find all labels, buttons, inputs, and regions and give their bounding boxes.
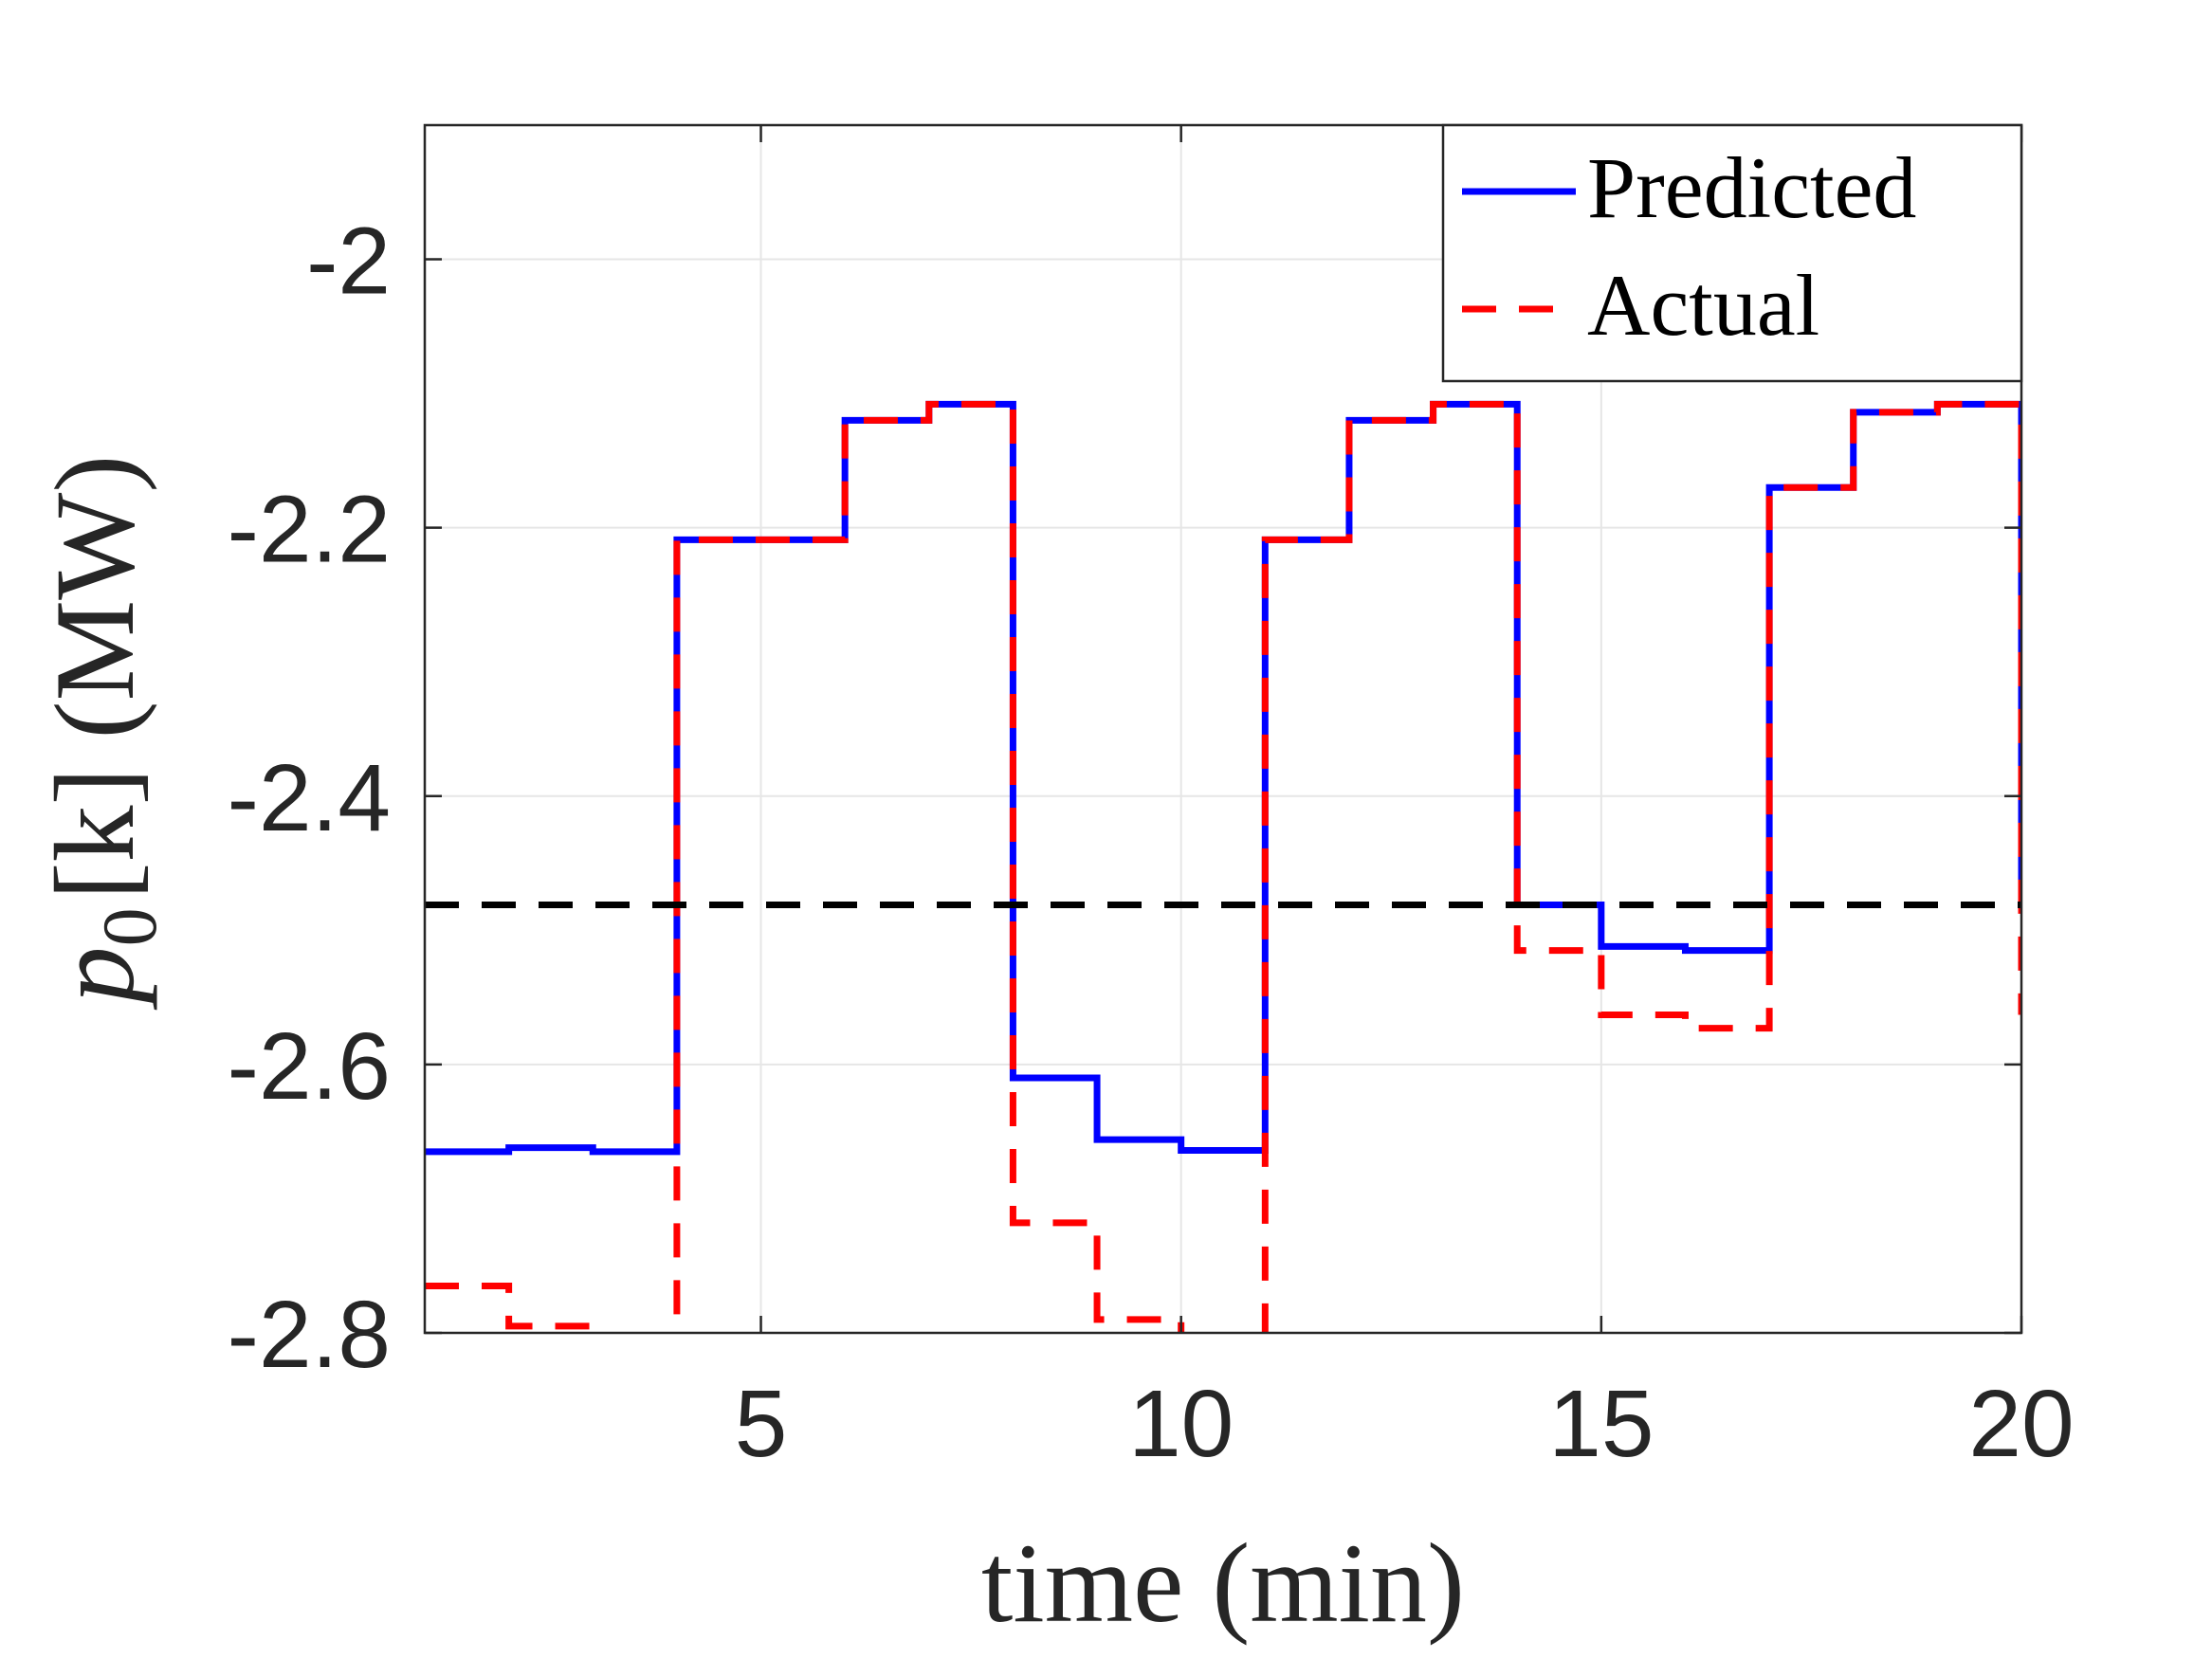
plot-frame bbox=[423, 123, 2023, 1335]
legend: Predicted Actual bbox=[1441, 123, 2023, 383]
y-tick-label: -2.2 bbox=[228, 477, 391, 583]
y-axis-title-main: p bbox=[31, 946, 157, 1011]
x-tick-label: 20 bbox=[1968, 1371, 2074, 1477]
x-axis-title: time (min) bbox=[981, 1520, 1465, 1646]
y-axis-title: p0 [k] (MW) bbox=[31, 455, 173, 1012]
y-axis-title-rest: [k] (MW) bbox=[31, 455, 157, 901]
series-actual-line bbox=[425, 400, 2021, 1333]
y-tick-label: -2 bbox=[306, 209, 391, 315]
svg-text:p0[k] (MW): p0 [k] (MW) bbox=[31, 455, 173, 1012]
x-tick-label: 15 bbox=[1548, 1371, 1654, 1477]
series-layer bbox=[425, 400, 2021, 1333]
legend-label-actual: Actual bbox=[1587, 257, 1819, 354]
y-tick-label: -2.8 bbox=[228, 1282, 391, 1388]
legend-label-predicted: Predicted bbox=[1587, 139, 1916, 236]
y-tick-label: -2.6 bbox=[228, 1013, 391, 1120]
x-tick-label: 5 bbox=[735, 1371, 788, 1477]
x-tick-label: 10 bbox=[1128, 1371, 1234, 1477]
y-axis-title-subscript: 0 bbox=[86, 907, 173, 946]
legend-box bbox=[1441, 123, 2023, 383]
y-tick-label: -2.4 bbox=[228, 745, 391, 851]
